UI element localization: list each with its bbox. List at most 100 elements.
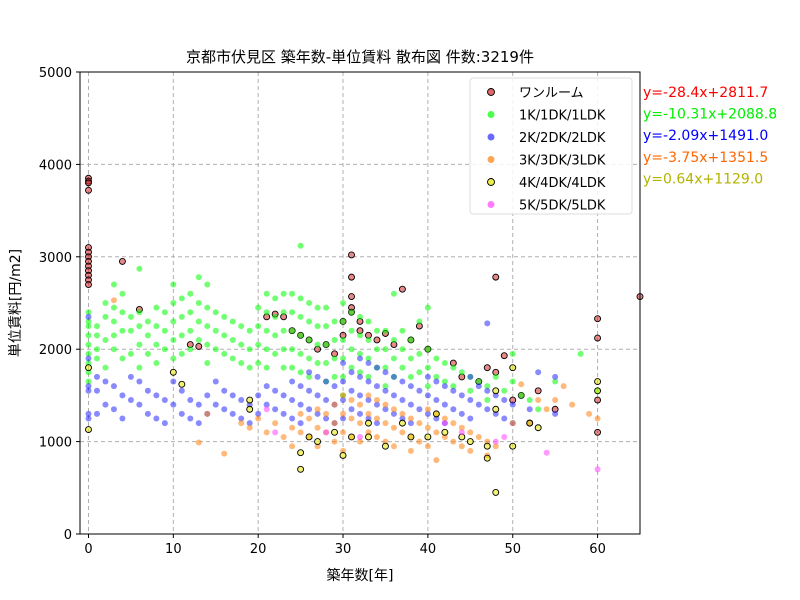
data-point: [195, 342, 203, 350]
data-point: [255, 341, 262, 348]
data-point: [450, 364, 457, 371]
data-point: [272, 420, 279, 427]
data-point: [272, 295, 279, 302]
data-point: [246, 401, 253, 408]
data-point: [85, 350, 92, 357]
data-point: [382, 364, 389, 371]
data-point: [263, 290, 270, 297]
data-point: [390, 355, 397, 362]
data-point: [594, 334, 602, 342]
data-point: [365, 397, 372, 404]
data-point: [280, 364, 287, 371]
data-point: [229, 392, 236, 399]
data-point: [484, 320, 491, 327]
data-point: [255, 360, 262, 367]
data-point: [331, 420, 338, 427]
data-point: [306, 318, 313, 325]
data-point: [314, 406, 321, 413]
data-point: [110, 346, 117, 353]
regression-equation: y=-10.31x+2088.8: [643, 107, 777, 123]
data-point: [492, 387, 500, 395]
data-point: [297, 242, 304, 249]
data-point: [365, 410, 372, 417]
y-tick-label: 4000: [39, 158, 72, 173]
data-point: [280, 392, 287, 399]
data-point: [212, 346, 219, 353]
data-point: [382, 383, 389, 390]
data-point: [323, 429, 330, 436]
data-point: [255, 304, 262, 311]
data-point: [407, 373, 414, 380]
data-point: [340, 318, 347, 325]
data-point: [306, 355, 313, 362]
data-point: [535, 369, 542, 376]
data-point: [340, 355, 347, 362]
data-point: [433, 397, 440, 404]
data-point: [153, 415, 160, 422]
data-point: [432, 410, 440, 418]
data-point: [543, 449, 550, 456]
data-point: [424, 410, 431, 417]
data-point: [424, 373, 431, 380]
data-point: [280, 290, 287, 297]
data-point: [187, 346, 194, 353]
legend-label: 3K/3DK/3LDK: [519, 154, 606, 169]
data-point: [263, 346, 270, 353]
data-point: [178, 380, 186, 388]
data-point: [306, 373, 313, 380]
data-point: [594, 415, 601, 422]
data-point: [348, 327, 355, 334]
data-point: [484, 438, 491, 445]
data-point: [492, 488, 500, 496]
data-point: [118, 257, 126, 265]
data-point: [373, 397, 380, 404]
y-tick-label: 1000: [39, 436, 72, 451]
data-point: [119, 327, 126, 334]
data-point: [357, 438, 363, 445]
data-point: [153, 360, 160, 367]
data-point: [246, 424, 253, 431]
data-point: [297, 401, 304, 408]
data-point: [93, 355, 100, 362]
data-point: [365, 355, 372, 362]
data-point: [373, 383, 380, 390]
data-point: [178, 313, 185, 320]
data-point: [390, 424, 397, 431]
data-point: [314, 443, 321, 450]
series-4-points: [110, 297, 601, 464]
data-point: [263, 327, 270, 334]
data-point: [348, 346, 355, 353]
data-point: [289, 364, 296, 371]
data-point: [102, 364, 109, 371]
data-point: [441, 415, 448, 422]
data-point: [102, 313, 109, 320]
data-point: [263, 364, 270, 371]
x-axis-label: 築年数[年]: [327, 568, 394, 584]
data-point: [416, 350, 423, 357]
data-point: [127, 373, 134, 380]
data-point: [93, 323, 100, 330]
data-point: [314, 424, 321, 431]
data-point: [416, 369, 423, 376]
data-point: [552, 373, 559, 380]
data-point: [365, 392, 372, 399]
data-point: [331, 318, 338, 325]
data-point: [102, 336, 109, 343]
data-point: [331, 438, 338, 445]
data-point: [187, 415, 194, 422]
data-point: [441, 428, 449, 436]
data-point: [433, 429, 440, 436]
data-point: [433, 355, 440, 362]
legend-marker: [487, 178, 495, 186]
data-point: [390, 392, 397, 399]
data-point: [178, 387, 185, 394]
data-point: [136, 265, 143, 272]
data-point: [357, 420, 363, 427]
legend-marker: [487, 88, 495, 96]
data-point: [204, 341, 211, 348]
data-point: [382, 387, 389, 394]
data-point: [246, 364, 253, 371]
data-point: [416, 420, 423, 427]
data-point: [170, 378, 177, 385]
data-point: [272, 406, 279, 413]
